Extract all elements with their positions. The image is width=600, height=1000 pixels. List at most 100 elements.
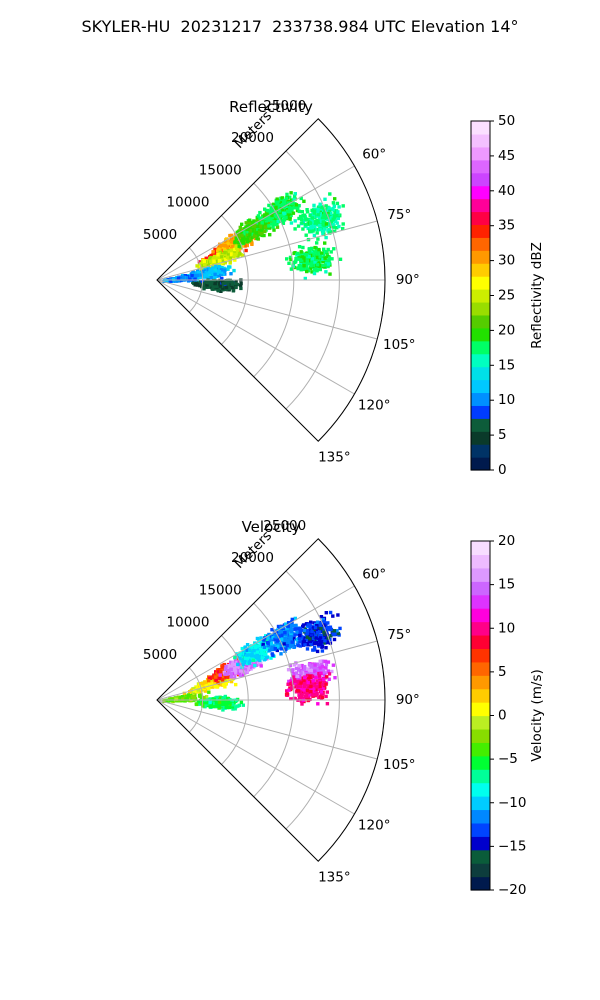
echo-gate [310,693,315,697]
echo-gate [282,198,287,202]
echo-gate [277,214,281,219]
echo-gate [244,656,248,660]
echo-gate [328,192,332,196]
echo-gate [228,241,232,246]
echo-gate [234,237,239,241]
echo-gate [239,286,243,291]
echo-gate [325,253,330,257]
echo-gate [289,221,294,225]
echo-gate [226,696,230,701]
echo-gate [226,282,230,286]
echo-gate [290,681,294,685]
echo-gate [324,611,328,615]
echo-gate [227,705,232,710]
echo-gate [323,659,328,664]
echo-gate [321,227,325,231]
echo-gate [263,652,267,657]
echo-gate [315,692,319,696]
echo-gate [201,269,205,273]
echo-gate [267,224,271,228]
echo-gate [303,276,307,281]
echo-gate [302,199,306,203]
echo-gate [320,695,325,700]
radial-tick-label: 5000 [143,227,177,243]
echo-gate [314,688,318,692]
echo-gate [248,232,252,236]
echo-gate [193,273,197,277]
echo-gate [308,693,312,697]
echo-gate [233,240,237,244]
echo-gate [325,690,329,694]
echo-gate [322,630,326,634]
echo-gate [299,671,303,675]
echo-gate [318,254,322,259]
echo-gate [255,652,259,657]
colorbar-tick-label: 40 [498,183,515,199]
colorbar-tick-label: 0 [498,462,507,478]
echo-gate [277,646,282,650]
echo-gate [232,268,236,273]
colorbar-swatch [471,353,490,368]
echo-gate [295,630,299,634]
echo-gate [254,231,259,235]
echo-gate [289,636,293,641]
echo-gate [231,705,235,709]
echo-gate [241,703,245,707]
echo-gate [323,211,327,215]
echo-gate [312,671,316,676]
echo-gate [299,196,303,201]
echo-gate [318,678,323,682]
echo-gate [230,252,234,256]
echo-gate [246,666,250,670]
echo-gate [316,620,320,624]
echo-gate [206,281,211,285]
echo-gate [231,286,236,290]
echo-gate [320,649,325,653]
echo-gate [329,219,334,224]
echo-gate [319,251,324,255]
echo-gate [315,624,319,628]
echo-gate [280,196,284,200]
colorbar-tick-label: 45 [498,148,515,164]
echo-gate [316,207,320,212]
echo-gate [308,625,312,629]
echo-gate [248,218,252,222]
echo-gate [289,267,294,271]
echo-gate [219,271,224,275]
echo-gate [214,678,219,683]
echo-gate [306,623,310,627]
echo-gate [315,662,320,666]
echo-gate [278,644,282,648]
echo-gate [244,248,248,253]
echo-gate [296,680,300,684]
echo-cluster [296,610,342,654]
echo-gate [250,652,254,656]
echo-gate [271,225,275,229]
echo-gate [285,689,289,693]
echo-gate [269,635,273,639]
echo-gate [240,238,244,243]
colorbar-swatch [471,314,490,329]
echo-gate [332,247,336,251]
echo-gate [211,270,215,274]
echo-gate [314,636,318,640]
echo-gate [327,227,331,232]
echo-gate [239,669,243,673]
echo-gate [285,209,290,213]
echo-gate [326,264,330,269]
echo-gate [289,627,294,632]
echo-gate [280,201,284,205]
echo-gate [276,203,281,207]
echo-gate [220,243,224,248]
echo-gate [226,267,230,271]
echo-gate [250,232,254,237]
echo-gate [296,257,300,261]
echo-gate [317,630,322,634]
echo-gate [318,636,323,640]
echo-gate [310,219,314,223]
echo-gate [286,213,290,217]
echo-gate [213,268,217,273]
echo-gate [248,225,252,229]
echo-gate [267,217,272,221]
echo-gate [306,226,310,231]
